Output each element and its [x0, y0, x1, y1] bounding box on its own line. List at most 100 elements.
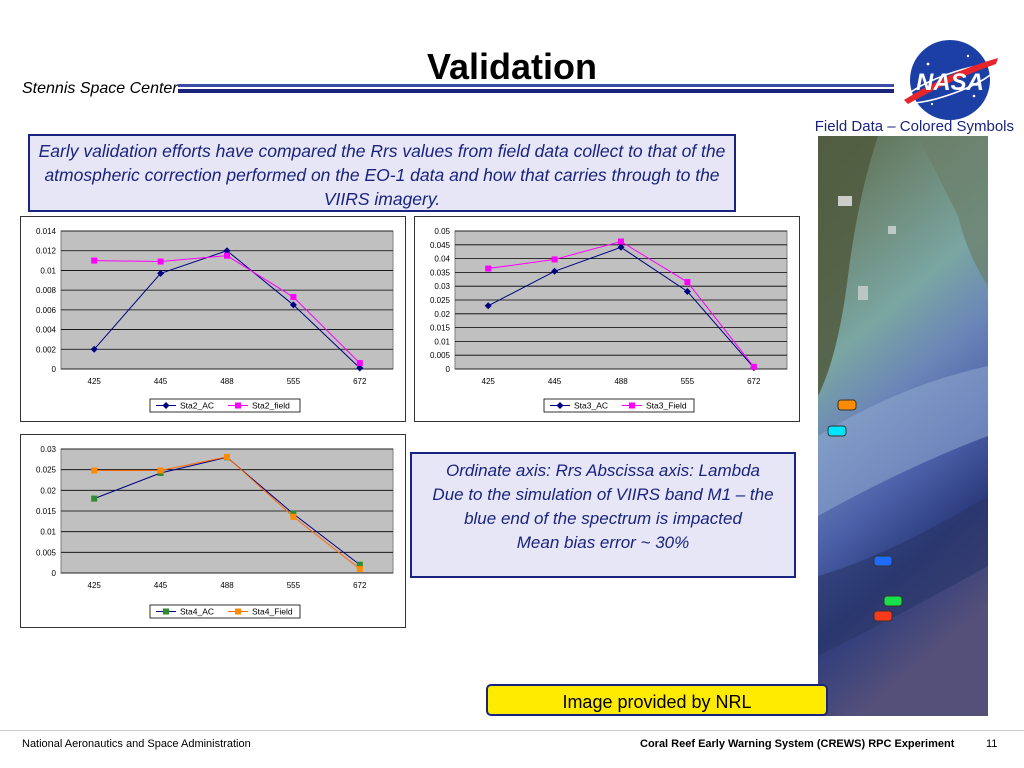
- y-tick-label: 0.006: [36, 306, 57, 315]
- y-tick-label: 0.015: [36, 507, 57, 516]
- footer-project: Coral Reef Early Warning System (CREWS) …: [640, 738, 955, 750]
- data-point: [750, 363, 757, 370]
- y-tick-label: 0.035: [430, 268, 451, 277]
- data-point: [618, 238, 624, 245]
- image-credit: Image provided by NRL: [486, 684, 828, 716]
- slide-title: Validation: [426, 46, 598, 87]
- y-tick-label: 0.045: [430, 241, 451, 250]
- data-point: [289, 301, 297, 309]
- y-tick-label: 0: [52, 569, 57, 578]
- y-tick-label: 0.02: [40, 486, 56, 495]
- legend-marker: [163, 608, 169, 615]
- y-tick-label: 0.025: [36, 466, 57, 475]
- data-point: [356, 360, 363, 367]
- data-point: [223, 247, 231, 255]
- x-tick-label: 672: [353, 377, 367, 386]
- x-tick-label: 488: [220, 581, 234, 590]
- data-point: [356, 364, 364, 372]
- data-point: [484, 302, 492, 310]
- y-tick-label: 0.025: [430, 296, 451, 305]
- data-point: [684, 279, 691, 286]
- data-point: [290, 513, 297, 520]
- data-point: [290, 294, 297, 301]
- legend-label: Sta3_AC: [574, 401, 608, 411]
- legend: [149, 398, 301, 413]
- y-tick-label: 0.014: [36, 227, 57, 236]
- data-point: [551, 256, 558, 263]
- legend-label: Sta2_field: [252, 401, 290, 411]
- chart-sta2: 0 0.002 0.004 0.006 0.008 0.01 0.012 0.014 425 44…: [20, 216, 406, 422]
- data-point: [617, 243, 625, 251]
- legend-marker: [556, 402, 564, 409]
- legend: [149, 604, 301, 619]
- center-name: Stennis Space Center: [22, 80, 178, 97]
- nasa-logo: NASA: [903, 40, 998, 120]
- data-point: [157, 258, 164, 265]
- y-tick-label: 0.04: [434, 255, 450, 264]
- note-line-bias: Mean bias error ~ 30%: [516, 533, 690, 552]
- y-tick-label: 0.005: [36, 548, 57, 557]
- y-tick-label: 0: [446, 365, 451, 374]
- marker-blue: [873, 555, 893, 567]
- legend-marker: [162, 402, 170, 409]
- y-tick-label: 0.012: [36, 247, 57, 256]
- legend-label: Sta4_Field: [252, 607, 293, 617]
- data-point: [157, 269, 165, 277]
- x-tick-label: 445: [154, 581, 168, 590]
- data-point: [91, 467, 98, 474]
- chart-sta2-svg: 0 0.002 0.004 0.006 0.008 0.01 0.012 0.014 425 44…: [36, 227, 394, 413]
- data-point: [224, 453, 230, 460]
- note-line-axes: Ordinate axis: Rrs Abscissa axis: Lambda: [446, 461, 760, 480]
- y-tick-label: 0.02: [434, 310, 450, 319]
- header-rule: [178, 84, 894, 93]
- y-tick-label: 0.01: [434, 337, 450, 346]
- data-point: [91, 495, 98, 502]
- x-tick-label: 555: [287, 377, 301, 386]
- legend-label: Sta3_Field: [646, 401, 687, 411]
- y-tick-label: 0.002: [36, 345, 57, 354]
- x-tick-label: 445: [154, 377, 168, 386]
- footer-agency: National Aeronautics and Space Administr…: [22, 738, 251, 750]
- y-tick-label: 0.01: [40, 266, 56, 275]
- marker-orange: [837, 399, 857, 411]
- marker-green: [883, 595, 903, 607]
- data-point: [485, 265, 492, 272]
- data-point: [224, 252, 230, 259]
- x-tick-label: 672: [353, 581, 367, 590]
- marker-cyan: [827, 425, 847, 437]
- legend-marker: [629, 402, 635, 409]
- y-tick-label: 0.005: [430, 351, 451, 360]
- note-line-simulation: Due to the simulation of VIIRS band M1 –…: [432, 485, 774, 528]
- x-tick-label: 555: [287, 581, 301, 590]
- y-tick-label: 0.004: [36, 326, 57, 335]
- data-point: [157, 467, 164, 474]
- legend-label: Sta4_AC: [180, 607, 214, 617]
- data-point: [356, 565, 363, 572]
- x-tick-label: 488: [614, 377, 628, 386]
- legend-marker: [235, 402, 241, 409]
- page-number: 11: [986, 738, 998, 750]
- legend-label: Sta2_AC: [180, 401, 214, 411]
- y-tick-label: 0.015: [430, 324, 451, 333]
- x-tick-label: 672: [747, 377, 761, 386]
- x-tick-label: 488: [220, 377, 234, 386]
- y-tick-label: 0.05: [434, 227, 450, 236]
- data-point: [90, 345, 98, 353]
- nasa-logo-text: NASA: [916, 69, 984, 96]
- legend-marker: [235, 608, 241, 615]
- satellite-image: [818, 136, 988, 716]
- y-tick-label: 0.008: [36, 286, 57, 295]
- y-tick-label: 0.03: [434, 282, 450, 291]
- data-point: [356, 561, 363, 568]
- y-tick-label: 0: [52, 365, 57, 374]
- chart-sta3-svg: 0 0.005 0.01 0.015 0.02 0.025 0.03 0.035 0.04 0.0…: [430, 227, 788, 413]
- chart-sta4-svg: 0 0.005 0.01 0.015 0.02 0.025 0.03 425 445 488 555…: [36, 445, 394, 619]
- legend: [543, 398, 695, 413]
- data-point: [91, 257, 98, 264]
- field-data-caption: Field Data – Colored Symbols: [814, 118, 1014, 135]
- marker-red: [873, 610, 893, 622]
- notes-textbox: Ordinate axis: Rrs Abscissa axis: Lambda…: [410, 452, 796, 578]
- data-point: [683, 287, 691, 295]
- x-tick-label: 445: [548, 377, 562, 386]
- footer-rule: [0, 730, 1024, 731]
